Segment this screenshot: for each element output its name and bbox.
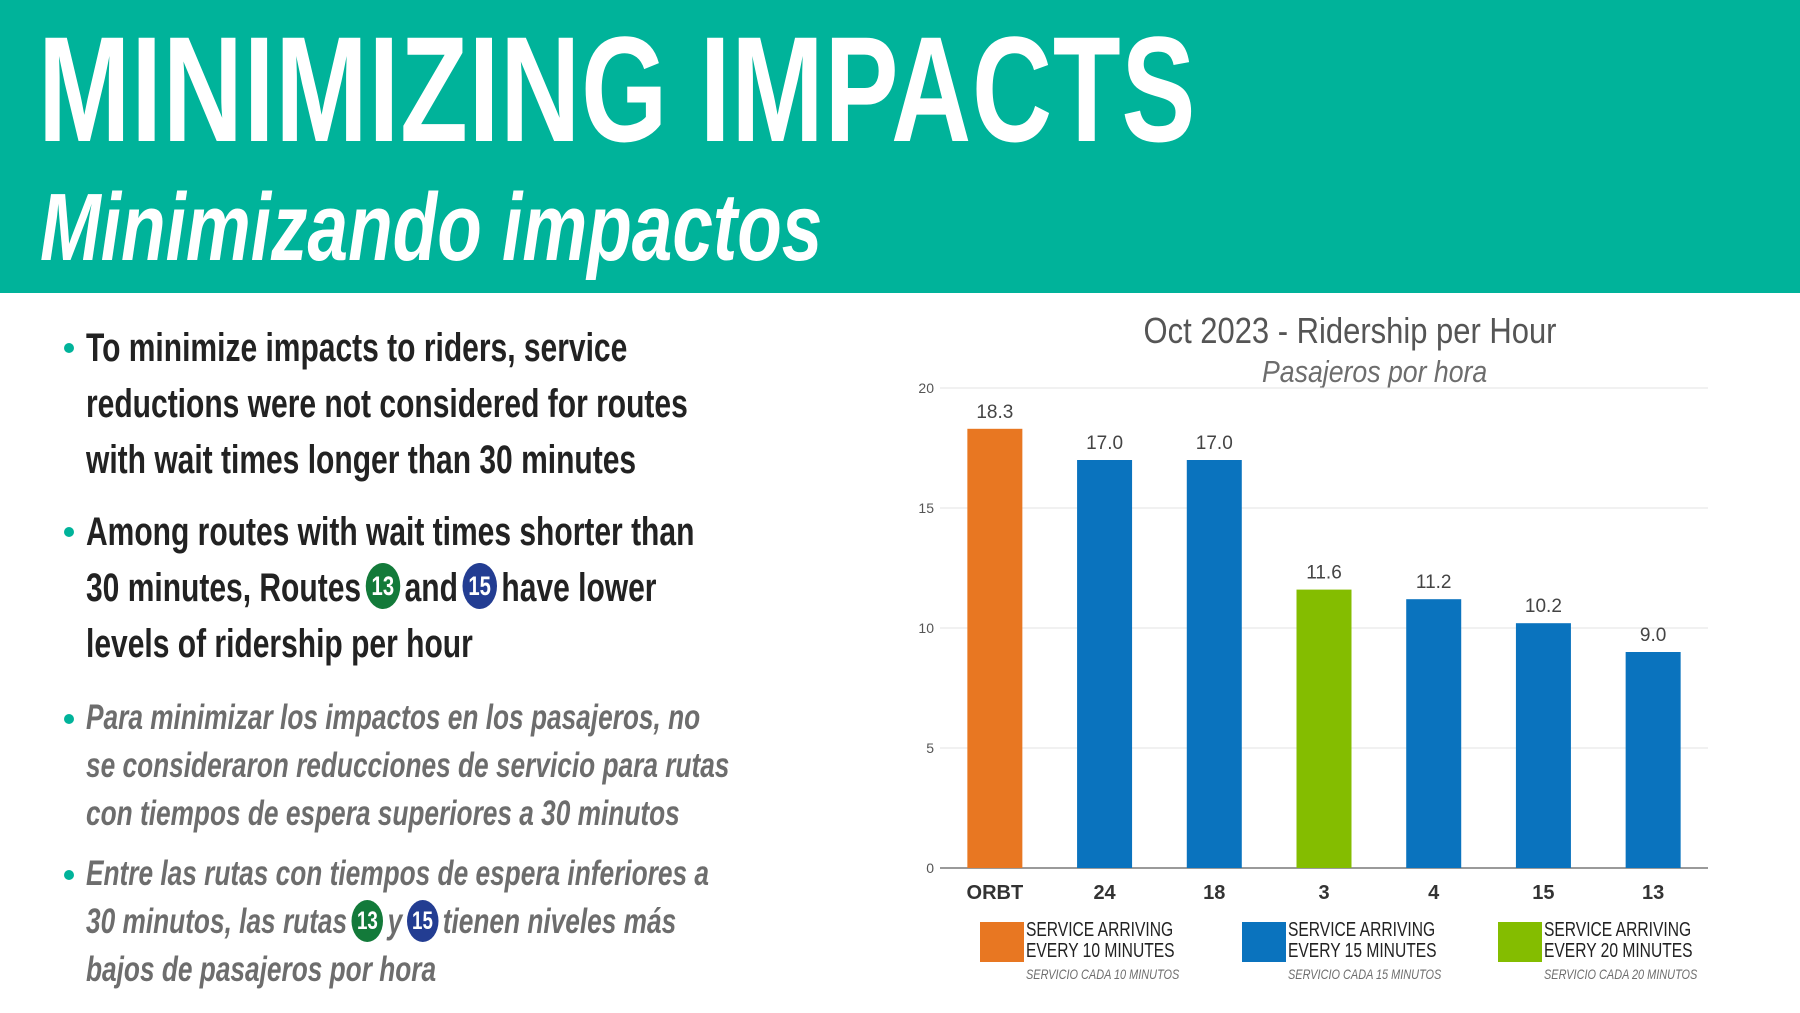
bullet-dot-icon [64, 870, 74, 880]
bullet-line: Entre las rutas con tiempos de espera in… [86, 854, 709, 893]
bullet-line: 30 minutos, las rutas 13 y 15 tienen niveles… [86, 898, 709, 946]
data-label: 11.6 [1306, 563, 1342, 584]
route-13-badge-icon: 13 [351, 899, 384, 942]
x-tick-label: 18 [1203, 882, 1225, 904]
bullet-line: bajos de pasajeros por hora [86, 950, 437, 989]
header-banner: MINIMIZING IMPACTS Minimizando impactos [0, 0, 1800, 293]
bullet-text: tienen niveles más [442, 902, 677, 941]
x-tick-label: 3 [1318, 882, 1329, 904]
data-label: 10.2 [1525, 596, 1562, 617]
bullet-en-2: Among routes with wait times shorter tha… [60, 504, 860, 672]
legend-label: SERVICE ARRIVING [1288, 919, 1436, 941]
legend-label-es: SERVICIO CADA 20 MINUTOS [1544, 966, 1698, 982]
bar-ORBT [967, 428, 1023, 868]
bullet-dot-icon [64, 343, 74, 353]
legend-swatch [1242, 922, 1286, 962]
chart-title: Oct 2023 - Ridership per Hour [1143, 310, 1557, 351]
legend-label: SERVICE ARRIVING [1026, 919, 1174, 941]
legend-label-es: SERVICIO CADA 10 MINUTOS [1026, 966, 1180, 982]
bullet-dot-icon [64, 714, 74, 724]
bullet-line: reductions were not considered for route… [86, 382, 688, 426]
bullet-es-2: Entre las rutas con tiempos de espera in… [60, 850, 860, 994]
bullet-line: Among routes with wait times shorter tha… [86, 510, 695, 554]
y-tick-label: 0 [926, 860, 934, 876]
legend-label-es: SERVICIO CADA 15 MINUTOS [1288, 966, 1442, 982]
page-subtitle: Minimizando impactos [40, 174, 823, 281]
bullet-line: Para minimizar los impactos en los pasaj… [86, 698, 701, 737]
y-tick-label: 5 [926, 740, 934, 756]
x-tick-label: ORBT [967, 882, 1024, 904]
legend-label: EVERY 10 MINUTES [1026, 940, 1175, 962]
bar-3 [1296, 589, 1352, 868]
data-label: 17.0 [1086, 433, 1123, 454]
bullet-text: have lower [501, 566, 657, 610]
bullet-line: 30 minutes, Routes 13 and 15 have lower [86, 560, 694, 616]
y-tick-label: 15 [918, 500, 934, 516]
page-title: MINIMIZING IMPACTS [38, 5, 1197, 173]
y-tick-label: 10 [918, 620, 934, 636]
route-13-badge-icon: 13 [365, 563, 401, 610]
bullet-line: levels of ridership per hour [86, 622, 473, 666]
y-tick-label: 20 [918, 380, 934, 396]
bullet-list: To minimize impacts to riders, service r… [60, 320, 860, 994]
bullet-en-1: To minimize impacts to riders, service r… [60, 320, 860, 488]
legend-label: EVERY 20 MINUTES [1544, 940, 1693, 962]
bar-18 [1186, 460, 1242, 868]
bar-13 [1625, 652, 1681, 868]
bullet-text: and [404, 566, 458, 610]
bullet-line: se consideraron reducciones de servicio … [86, 746, 730, 785]
bullet-text: 30 minutos, las rutas [86, 902, 348, 941]
bullet-line: To minimize impacts to riders, service [86, 326, 628, 370]
legend-label: EVERY 15 MINUTES [1288, 940, 1437, 962]
x-tick-label: 15 [1532, 882, 1554, 904]
bullet-dot-icon [64, 527, 74, 537]
legend-label: SERVICE ARRIVING [1544, 919, 1692, 941]
bar-24 [1077, 460, 1133, 868]
legend-swatch [1498, 922, 1542, 962]
data-label: 9.0 [1640, 625, 1666, 646]
bar-4 [1406, 599, 1462, 868]
bullet-line: with wait times longer than 30 minutes [86, 438, 637, 482]
data-label: 18.3 [976, 402, 1013, 423]
route-15-badge-icon: 15 [462, 563, 497, 610]
bar-15 [1515, 623, 1571, 868]
x-tick-label: 4 [1428, 882, 1440, 904]
data-label: 17.0 [1196, 433, 1233, 454]
legend-swatch [980, 922, 1024, 962]
bullet-text: 30 minutes, Routes [86, 566, 362, 610]
x-tick-label: 13 [1642, 882, 1664, 904]
chart-subtitle: Pasajeros por hora [1262, 354, 1488, 389]
x-tick-label: 24 [1093, 882, 1116, 904]
bullet-es-1: Para minimizar los impactos en los pasaj… [60, 694, 860, 838]
bullet-text: y [387, 902, 403, 941]
data-label: 11.2 [1416, 572, 1452, 593]
bullet-line: con tiempos de espera superiores a 30 mi… [86, 794, 680, 833]
route-15-badge-icon: 15 [406, 899, 439, 942]
